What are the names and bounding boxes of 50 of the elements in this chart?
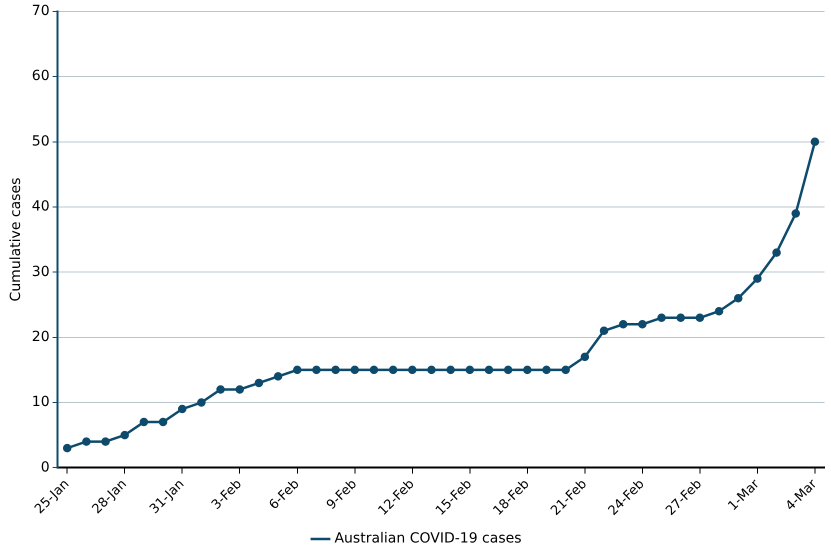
y-tick-label: 60 (32, 68, 50, 84)
point (600, 326, 608, 336)
point (638, 320, 647, 329)
point (753, 274, 762, 283)
point (484, 366, 494, 374)
point (388, 366, 398, 374)
point (370, 366, 378, 374)
point (791, 209, 800, 218)
y-axis-title: Cumulative cases (8, 178, 24, 302)
point (62, 444, 72, 452)
point (274, 372, 282, 381)
point (293, 366, 302, 374)
y-tick-label: 70 (32, 3, 50, 20)
point (561, 366, 570, 374)
point (331, 366, 340, 374)
point (446, 366, 455, 374)
point (676, 314, 685, 322)
y-tick-label: 0 (40, 459, 50, 476)
y-tick-label: 30 (32, 264, 50, 280)
point (504, 366, 512, 374)
point (101, 437, 110, 446)
point (140, 418, 148, 426)
point (772, 248, 781, 257)
point (236, 385, 244, 394)
y-tick-label: 20 (32, 328, 50, 345)
point (810, 138, 820, 146)
point (657, 314, 666, 322)
point (427, 366, 436, 374)
point (466, 366, 474, 374)
legend-label: Australian COVID-19 cases (334, 530, 522, 547)
point (216, 385, 225, 394)
point (523, 366, 532, 374)
point (178, 404, 186, 414)
point (618, 320, 628, 329)
y-tick-label: 10 (32, 394, 50, 410)
point (312, 366, 321, 374)
point (696, 314, 704, 322)
point (254, 378, 264, 388)
point (542, 366, 551, 374)
point (120, 430, 129, 440)
point (197, 398, 206, 407)
y-tick-label: 40 (32, 198, 50, 215)
point (734, 294, 742, 302)
y-tick-label: 50 (32, 133, 50, 150)
point (580, 352, 590, 362)
point (350, 366, 360, 374)
point (408, 366, 417, 374)
point (82, 437, 91, 446)
point (714, 306, 724, 316)
point (158, 418, 168, 426)
